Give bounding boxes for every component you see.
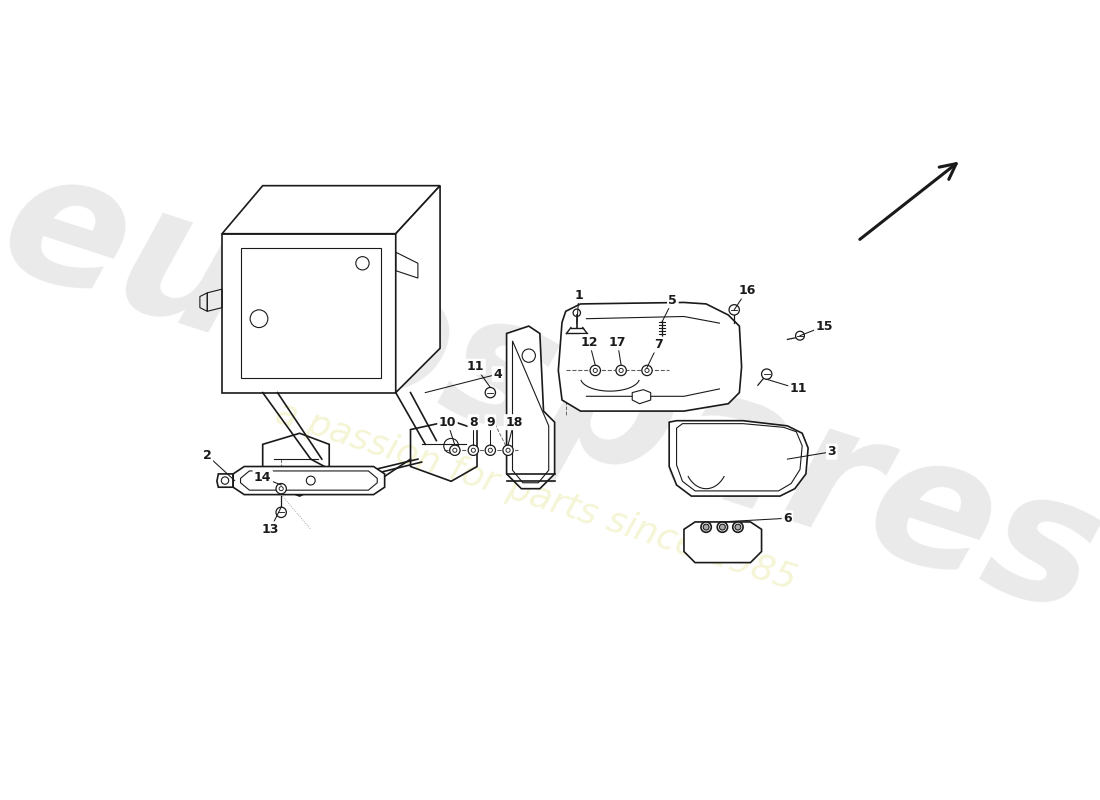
Text: 7: 7: [653, 338, 662, 351]
Polygon shape: [684, 522, 761, 562]
Circle shape: [701, 522, 712, 532]
Text: eurospares: eurospares: [0, 133, 1100, 653]
Circle shape: [469, 445, 478, 455]
Circle shape: [795, 331, 804, 340]
Text: 4: 4: [493, 368, 502, 381]
Circle shape: [276, 507, 286, 518]
Text: 10: 10: [439, 416, 456, 429]
Text: 13: 13: [262, 523, 278, 536]
Circle shape: [761, 369, 772, 379]
Text: 2: 2: [202, 449, 211, 462]
Circle shape: [450, 445, 460, 455]
Circle shape: [703, 524, 710, 530]
Text: 16: 16: [738, 284, 756, 297]
Circle shape: [276, 483, 286, 494]
Circle shape: [719, 524, 725, 530]
Circle shape: [590, 366, 601, 376]
Circle shape: [729, 305, 739, 315]
Text: 12: 12: [581, 336, 598, 349]
Polygon shape: [222, 186, 440, 234]
Text: 5: 5: [669, 294, 678, 306]
Polygon shape: [507, 326, 554, 489]
Text: 6: 6: [783, 512, 792, 525]
Polygon shape: [396, 186, 440, 393]
Circle shape: [641, 366, 652, 376]
Circle shape: [616, 366, 626, 376]
Polygon shape: [233, 466, 385, 494]
Text: a passion for parts since 1985: a passion for parts since 1985: [272, 395, 801, 597]
Text: 9: 9: [486, 416, 495, 429]
Circle shape: [503, 445, 514, 455]
Text: 1: 1: [574, 289, 583, 302]
Polygon shape: [644, 313, 666, 382]
Polygon shape: [222, 234, 396, 393]
Text: 18: 18: [505, 416, 522, 429]
Circle shape: [717, 522, 727, 532]
Circle shape: [485, 445, 495, 455]
Polygon shape: [632, 390, 651, 404]
Text: 3: 3: [827, 446, 836, 458]
Text: 14: 14: [254, 471, 272, 484]
Circle shape: [735, 524, 741, 530]
Circle shape: [485, 387, 495, 398]
Polygon shape: [575, 315, 729, 399]
Polygon shape: [669, 421, 808, 496]
Text: 11: 11: [466, 360, 484, 374]
Circle shape: [733, 522, 744, 532]
Polygon shape: [559, 302, 741, 411]
Polygon shape: [568, 308, 736, 406]
Text: 11: 11: [790, 382, 807, 395]
Text: 15: 15: [815, 319, 833, 333]
Text: 17: 17: [608, 336, 626, 349]
Text: 8: 8: [469, 416, 477, 429]
